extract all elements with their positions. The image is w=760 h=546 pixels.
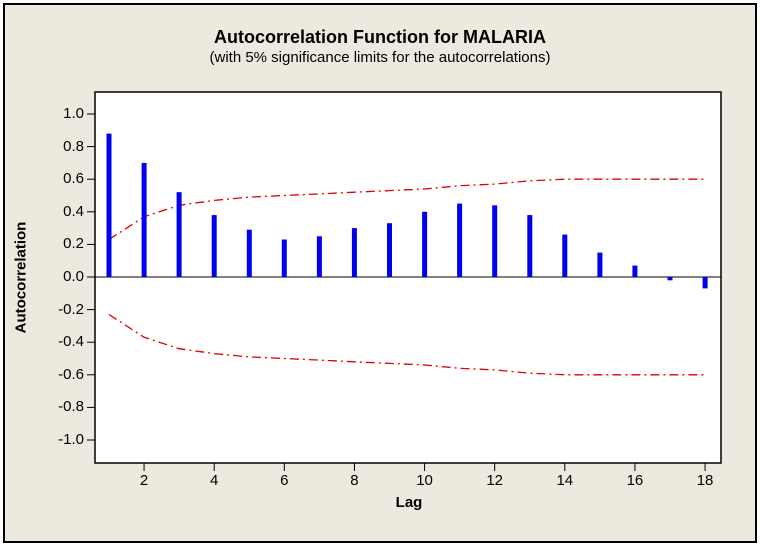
- acf-bar-lag-16: [632, 265, 638, 277]
- chart-frame: Autocorrelation Function for MALARIA (wi…: [3, 3, 757, 543]
- acf-bar-lag-10: [422, 211, 428, 277]
- title-block: Autocorrelation Function for MALARIA (wi…: [5, 26, 755, 67]
- chart-title: Autocorrelation Function for MALARIA: [214, 27, 546, 47]
- x-tick-label: 6: [280, 472, 289, 489]
- acf-bar-lag-18: [702, 277, 708, 289]
- y-axis-title-wrap: Autocorrelation: [7, 92, 35, 463]
- acf-bar-lag-6: [281, 239, 287, 277]
- y-tick-label: -0.4: [58, 333, 84, 351]
- acf-bar-lag-11: [457, 203, 463, 277]
- acf-bar-lag-4: [211, 215, 217, 277]
- acf-bar-lag-1: [106, 133, 112, 277]
- acf-bar-lag-13: [527, 215, 533, 277]
- y-tick-label: 0.0: [63, 268, 84, 285]
- x-tick-label: 14: [556, 472, 574, 489]
- acf-bar-lag-2: [141, 162, 147, 277]
- x-tick-label: 16: [626, 472, 644, 489]
- y-tick-label: 0.2: [63, 235, 84, 253]
- x-tick-label: 8: [350, 472, 359, 489]
- y-tick-label: -0.2: [58, 300, 84, 318]
- acf-plot-canvas: [87, 91, 722, 471]
- y-tick-label: -0.6: [58, 365, 84, 383]
- y-tick-label: 0.6: [63, 170, 84, 188]
- acf-bar-lag-12: [492, 205, 498, 277]
- x-tick-label: 2: [139, 472, 149, 489]
- acf-bar-lag-8: [351, 228, 357, 277]
- y-tick-label: -1.0: [58, 431, 84, 448]
- y-tick-label: 0.8: [63, 137, 84, 155]
- y-axis-title: Autocorrelation: [12, 221, 30, 334]
- y-tick-label: 0.4: [63, 202, 84, 220]
- acf-bar-lag-9: [387, 223, 392, 277]
- acf-bar-lag-3: [176, 192, 182, 277]
- y-tick-label: -0.8: [58, 398, 84, 416]
- upper-significance-limit-line: [108, 178, 706, 241]
- x-tick-label: 10: [416, 472, 433, 489]
- acf-bar-lag-7: [316, 236, 322, 278]
- x-axis-title: Lag: [395, 494, 423, 511]
- chart-subtitle: (with 5% significance limits for the aut…: [209, 49, 551, 66]
- x-tick-label: 4: [210, 472, 219, 489]
- acf-bar-lag-17: [667, 277, 673, 281]
- y-tick-label: 1.0: [63, 105, 84, 122]
- acf-bar-lag-15: [597, 252, 603, 277]
- acf-bar-lag-5: [246, 229, 252, 277]
- x-tick-label: 18: [696, 472, 714, 489]
- x-tick-label: 12: [486, 472, 504, 489]
- acf-bar-lag-14: [562, 234, 568, 277]
- lower-significance-limit-line: [108, 313, 706, 376]
